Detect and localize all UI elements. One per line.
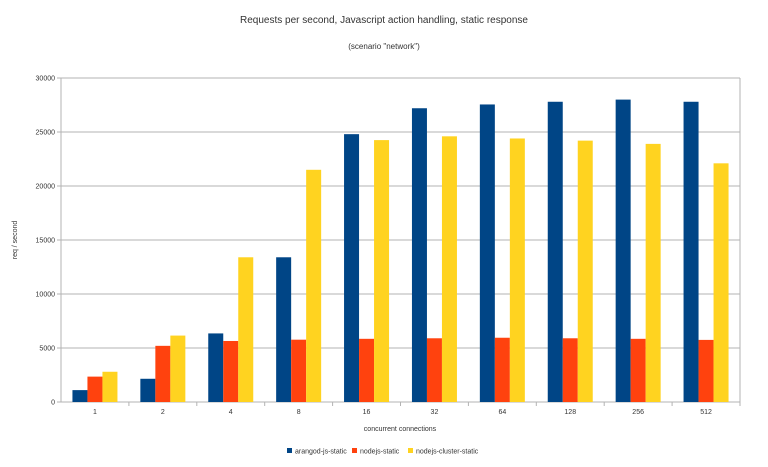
- chart-title: Requests per second, Javascript action h…: [240, 15, 528, 26]
- legend-label-arangod-js-static: arangod-js-static: [295, 449, 347, 456]
- bar-arangod-js-static-2: [140, 378, 156, 402]
- y-tick-label: 0: [51, 400, 55, 407]
- legend-swatch-arangod-js-static: [287, 448, 292, 453]
- x-tick-label: 128: [564, 409, 576, 416]
- y-tick-label: 30000: [36, 76, 56, 83]
- y-tick-label: 10000: [36, 292, 56, 299]
- legend-swatch-nodejs-cluster-static: [408, 448, 413, 453]
- legend-label-nodejs-cluster-static: nodejs-cluster-static: [416, 449, 479, 456]
- bar-arangod-js-static-16: [344, 134, 360, 402]
- x-axis-label: concurrent connections: [364, 426, 437, 433]
- y-tick-label: 25000: [36, 130, 56, 137]
- y-tick-label: 5000: [39, 346, 55, 353]
- x-tick-label: 16: [363, 409, 371, 416]
- bar-nodejs-cluster-static-8: [306, 169, 322, 402]
- bar-arangod-js-static-64: [479, 104, 495, 403]
- bar-arangod-js-static-32: [411, 108, 427, 403]
- legend-swatch-nodejs-static: [352, 448, 357, 453]
- bar-nodejs-static-128: [562, 338, 578, 402]
- bar-arangod-js-static-8: [276, 257, 292, 402]
- bar-nodejs-cluster-static-1: [102, 371, 118, 402]
- x-tick-label: 2: [161, 409, 165, 416]
- bar-nodejs-cluster-static-16: [374, 140, 390, 402]
- x-tick-label: 256: [632, 409, 644, 416]
- x-tick-label: 512: [700, 409, 712, 416]
- y-tick-label: 20000: [36, 184, 56, 191]
- bar-nodejs-static-2: [155, 345, 171, 402]
- bar-nodejs-static-4: [223, 340, 239, 402]
- x-tick-label: 1: [93, 409, 97, 416]
- x-tick-label: 64: [498, 409, 506, 416]
- x-tick-label: 8: [297, 409, 301, 416]
- bar-nodejs-cluster-static-32: [441, 136, 457, 402]
- bar-nodejs-static-512: [698, 339, 714, 402]
- bar-arangod-js-static-4: [208, 333, 224, 402]
- bar-nodejs-static-8: [291, 339, 307, 402]
- bar-arangod-js-static-1: [72, 390, 88, 402]
- bar-nodejs-cluster-static-512: [713, 163, 729, 402]
- bar-nodejs-cluster-static-4: [238, 257, 254, 402]
- bar-nodejs-static-256: [630, 338, 646, 402]
- legend-label-nodejs-static: nodejs-static: [360, 449, 400, 456]
- y-tick-label: 15000: [36, 238, 56, 245]
- bar-arangod-js-static-512: [683, 101, 699, 402]
- x-tick-label: 4: [229, 409, 233, 416]
- bar-nodejs-static-16: [359, 338, 375, 402]
- bar-nodejs-static-1: [87, 376, 103, 402]
- bar-nodejs-static-32: [426, 338, 442, 402]
- bar-arangod-js-static-256: [615, 99, 631, 402]
- bar-nodejs-cluster-static-128: [577, 140, 593, 402]
- bar-arangod-js-static-128: [547, 101, 563, 402]
- bar-nodejs-cluster-static-256: [645, 143, 661, 402]
- y-axis-label: req / second: [12, 221, 19, 260]
- chart-subtitle: (scenario "network"): [348, 42, 420, 51]
- bar-nodejs-cluster-static-64: [509, 138, 525, 403]
- x-tick-label: 32: [431, 409, 439, 416]
- bar-nodejs-static-64: [494, 337, 510, 402]
- bar-nodejs-cluster-static-2: [170, 335, 186, 402]
